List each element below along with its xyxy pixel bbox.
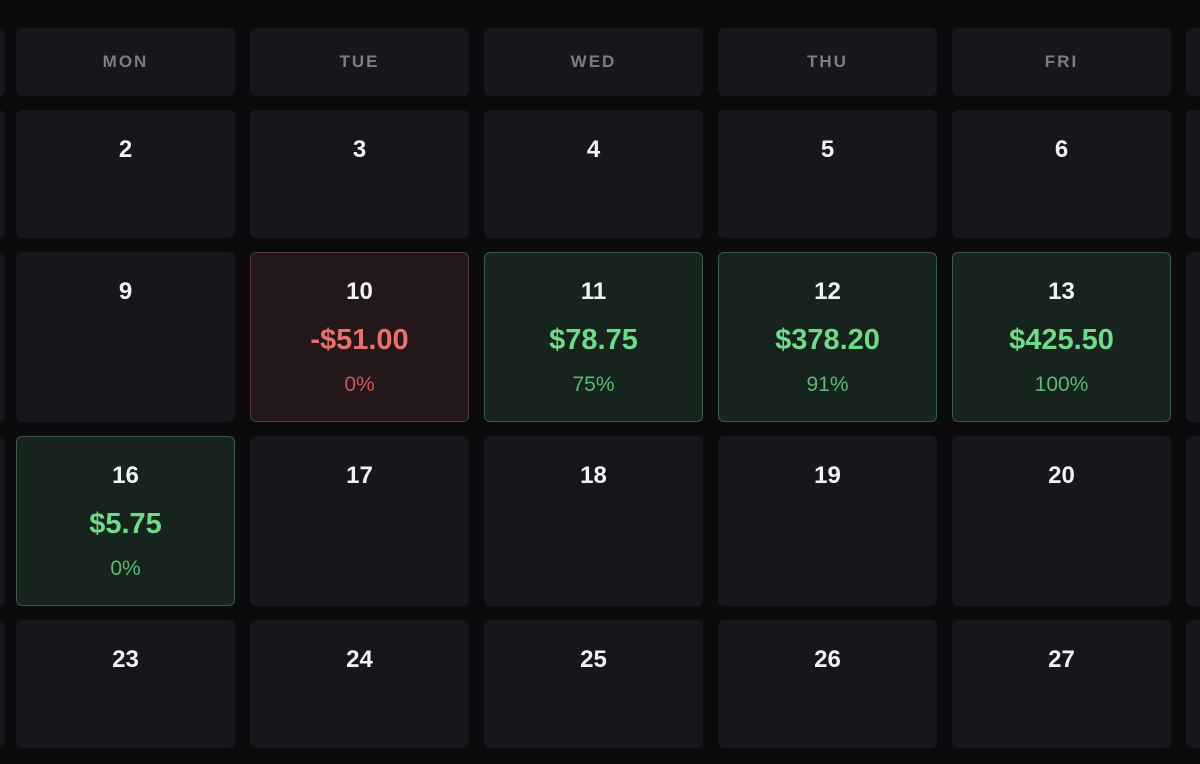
day-number: 25	[580, 646, 607, 673]
win-rate-percent: 100%	[1034, 373, 1089, 396]
weekday-header: FRI	[952, 28, 1171, 96]
pnl-amount: $378.20	[775, 324, 880, 356]
day-cell[interactable]: 13 $425.50 100%	[952, 252, 1171, 422]
day-cell[interactable]: 5	[718, 110, 937, 238]
day-number: 5	[820, 136, 835, 163]
day-number: 11	[580, 278, 607, 305]
day-cell[interactable]: 23	[16, 620, 235, 748]
weekday-header: WED	[484, 28, 703, 96]
day-number: 3	[352, 136, 367, 163]
day-number: 24	[346, 646, 373, 673]
edge-cell-right	[1186, 28, 1200, 96]
day-number: 13	[1048, 278, 1075, 305]
edge-cell-right	[1186, 252, 1200, 422]
day-cell[interactable]: 9	[16, 252, 235, 422]
edge-cell-left	[0, 436, 5, 606]
day-number: 6	[1054, 136, 1069, 163]
day-cell[interactable]: 26	[718, 620, 937, 748]
day-cell[interactable]: 2	[16, 110, 235, 238]
edge-cell-left	[0, 110, 5, 238]
day-number: 18	[580, 462, 607, 489]
day-cell[interactable]: 4	[484, 110, 703, 238]
edge-cell-right	[1186, 436, 1200, 606]
day-cell[interactable]: 6	[952, 110, 1171, 238]
day-number: 12	[814, 278, 841, 305]
day-cell[interactable]: 11 $78.75 75%	[484, 252, 703, 422]
pnl-amount: -$51.00	[310, 324, 409, 356]
day-cell[interactable]: 10 -$51.00 0%	[250, 252, 469, 422]
day-number: 26	[814, 646, 841, 673]
day-number: 20	[1048, 462, 1075, 489]
edge-cell-right	[1186, 110, 1200, 238]
day-cell[interactable]: 20	[952, 436, 1171, 606]
win-rate-percent: 0%	[344, 373, 375, 396]
day-cell[interactable]: 16 $5.75 0%	[16, 436, 235, 606]
edge-cell-left	[0, 28, 5, 96]
day-cell[interactable]: 12 $378.20 91%	[718, 252, 937, 422]
weekday-header: THU	[718, 28, 937, 96]
day-number: 19	[814, 462, 841, 489]
day-cell[interactable]: 17	[250, 436, 469, 606]
weekday-header: TUE	[250, 28, 469, 96]
day-cell[interactable]: 3	[250, 110, 469, 238]
day-cell[interactable]: 18	[484, 436, 703, 606]
pnl-amount: $5.75	[89, 508, 162, 540]
day-cell[interactable]: 27	[952, 620, 1171, 748]
pnl-amount: $425.50	[1009, 324, 1114, 356]
day-cell[interactable]: 24	[250, 620, 469, 748]
day-number: 16	[112, 462, 139, 489]
day-number: 27	[1048, 646, 1075, 673]
edge-cell-right	[1186, 620, 1200, 748]
pnl-amount: $78.75	[549, 324, 638, 356]
day-cell[interactable]: 25	[484, 620, 703, 748]
weekday-header: MON	[16, 28, 235, 96]
edge-cell-left	[0, 252, 5, 422]
edge-cell-left	[0, 620, 5, 748]
day-number: 17	[346, 462, 373, 489]
win-rate-percent: 75%	[572, 373, 615, 396]
win-rate-percent: 0%	[110, 557, 141, 580]
day-number: 23	[112, 646, 139, 673]
day-number: 2	[118, 136, 133, 163]
day-number: 10	[346, 278, 373, 305]
day-cell[interactable]: 19	[718, 436, 937, 606]
win-rate-percent: 91%	[806, 373, 849, 396]
day-number: 9	[118, 278, 133, 305]
day-number: 4	[586, 136, 601, 163]
